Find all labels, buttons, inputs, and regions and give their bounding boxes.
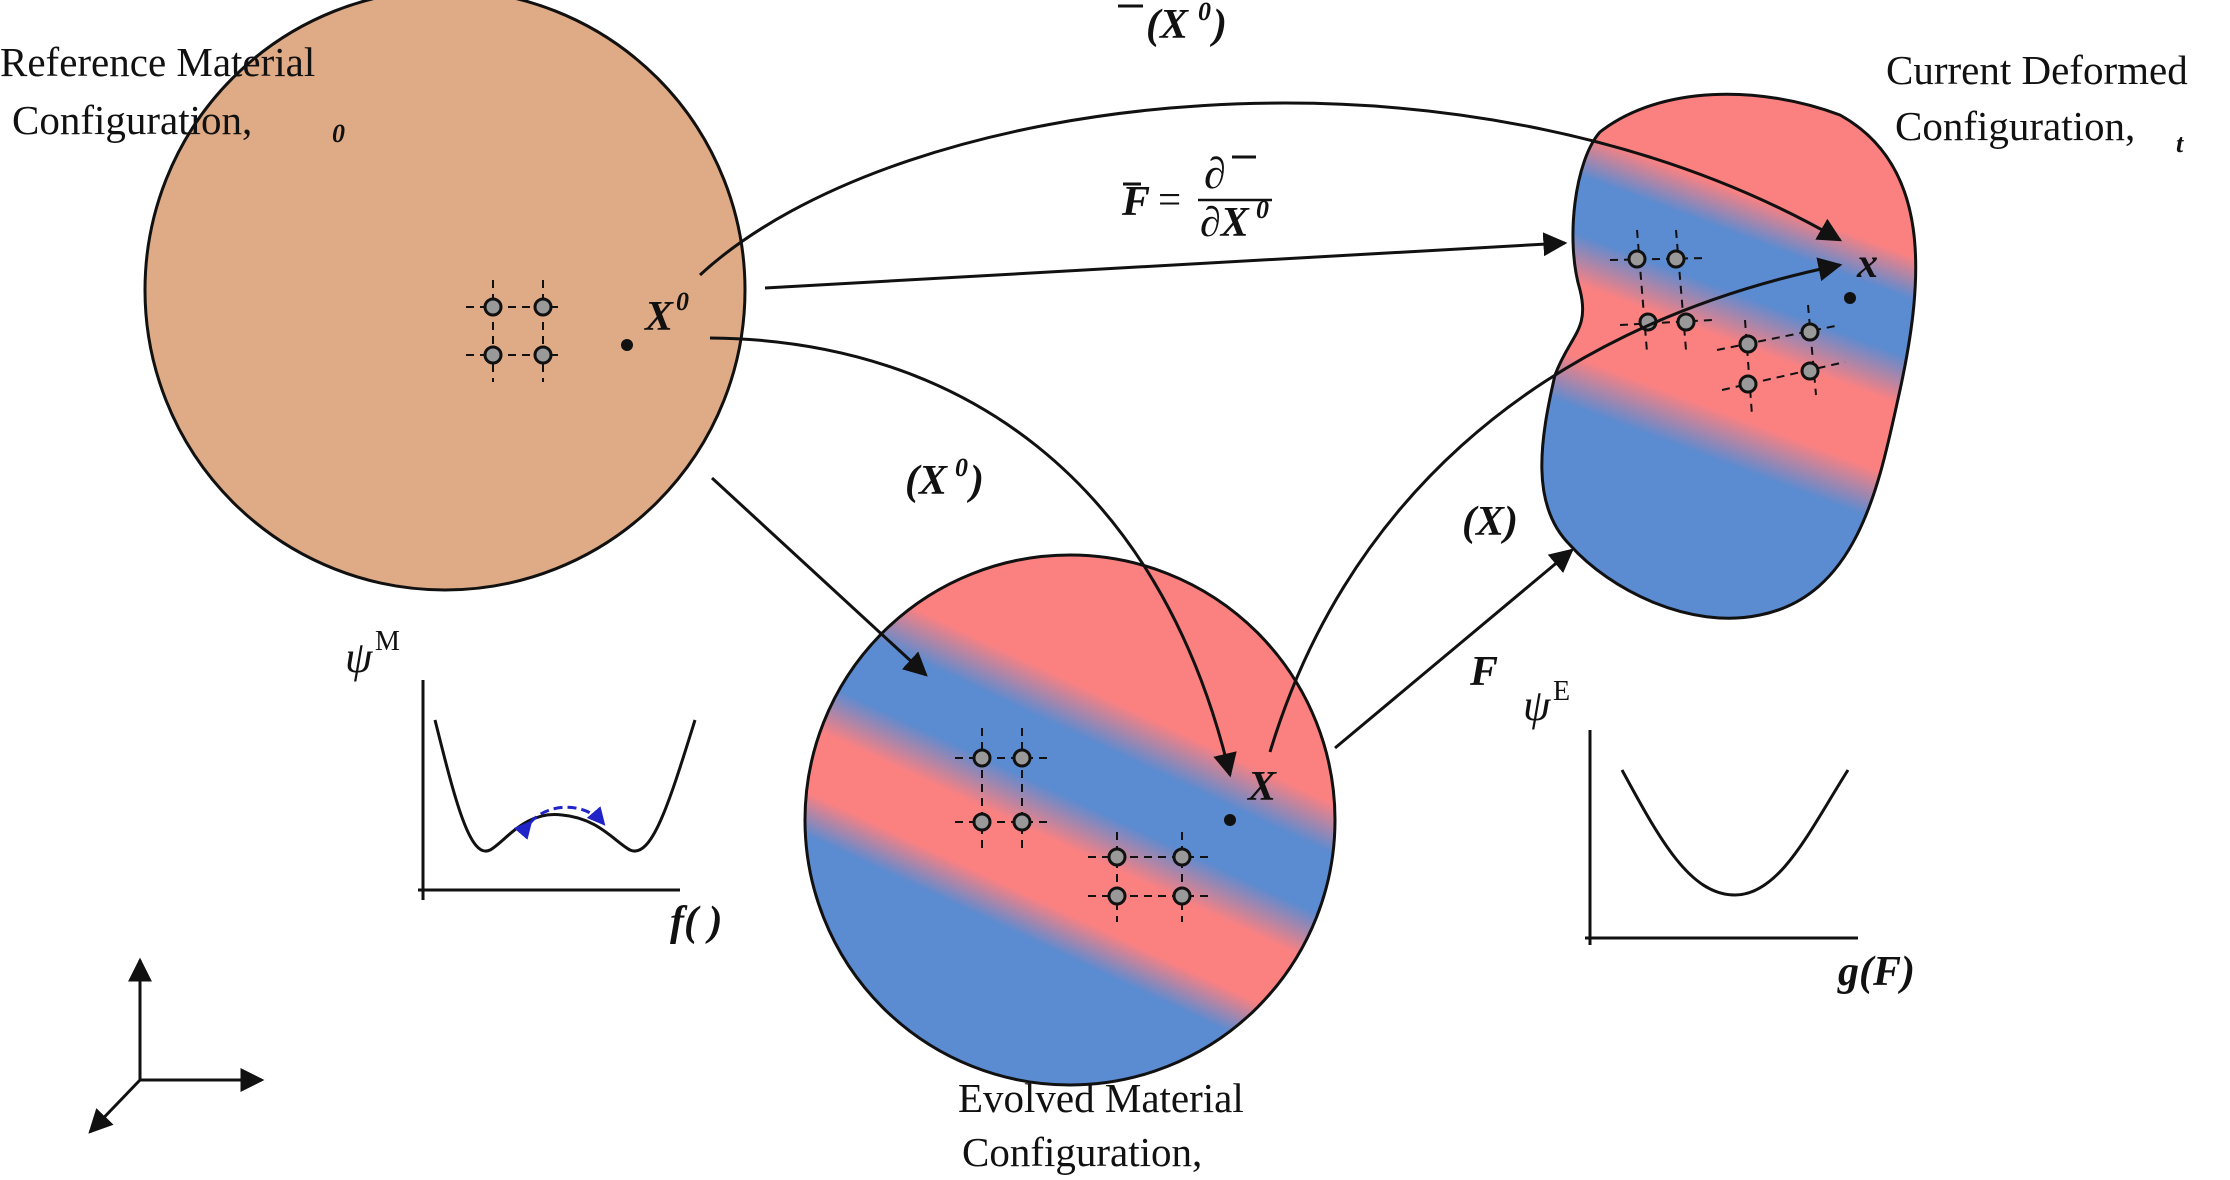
current-nodes-lower [1738,322,1820,394]
fbar-denominator-superscript: 0 [1256,195,1269,224]
reference-label-line1: Reference Material [0,39,315,85]
mid-map-superscript: 0 [955,453,968,482]
current-label-subscript: t [2176,129,2184,158]
psi-m-xlabel: f( ) [670,899,722,945]
fbar-denominator: ∂X [1200,200,1250,246]
current-point-label: x [1856,241,1878,287]
arrow-reference-to-evolved-curved [709,336,1237,778]
right-map-label: (X) [1462,499,1518,545]
arrow-reference-to-evolved [710,476,928,677]
psi-m-plot [418,680,697,900]
psi-e-ylabel-superscript: E [1553,676,1570,707]
top-map-label: (X [1146,2,1189,48]
top-map-close: ) [1209,2,1227,48]
evolved-nodes-left [972,748,1032,832]
evolved-label-line1: Evolved Material [958,1075,1244,1121]
evolved-configuration-body [803,553,1337,1087]
coordinate-triad [88,957,265,1134]
reference-nodes [483,297,553,365]
psi-m-ylabel-superscript: M [375,626,400,657]
well-switch-arrow [513,805,606,840]
evolved-point-label: X [1246,764,1277,810]
single-well-curve [1620,769,1850,897]
reference-configuration-body [143,0,747,592]
fbar-numerator: ∂ [1204,149,1226,198]
reference-point-superscript: 0 [676,287,689,316]
reference-label-subscript: 0 [332,119,345,148]
reference-label-line2: Configuration, [12,97,252,143]
fbar-lhs: F [1121,179,1150,225]
evolved-point-dot [1224,814,1236,826]
reference-node-grid [466,280,560,382]
reference-point-dot [621,339,633,351]
arrow-f [1334,548,1574,750]
psi-e-xlabel: g(F) [1837,949,1915,995]
psi-m-ylabel: ψ [345,633,373,682]
current-label-line1: Current Deformed [1886,47,2188,93]
double-well-curve [433,719,697,853]
arrow-evolved-to-current-curved [1268,257,1843,753]
mid-map-label: (X [905,458,948,504]
current-label-line2: Configuration, [1895,103,2135,149]
evolved-nodes-right [1107,847,1192,906]
arrow-reference-to-current-curved [698,101,1843,277]
arrow-fbar [764,232,1568,290]
reference-point-label: X [643,294,674,340]
top-map-superscript: 0 [1198,0,1211,26]
mid-map-close: ) [966,458,984,504]
current-configuration-body [1540,92,1918,620]
psi-e-ylabel: ψ [1523,681,1551,730]
evolved-label-line2: Configuration, [962,1129,1202,1175]
fbar-equals: = [1158,176,1181,222]
psi-e-plot [1585,730,1858,945]
current-point-dot [1844,292,1856,304]
f-map-label: F [1469,649,1498,695]
